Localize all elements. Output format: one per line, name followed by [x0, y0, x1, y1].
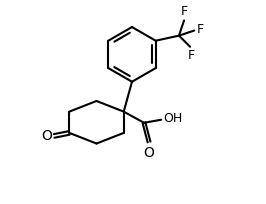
Text: F: F [180, 5, 188, 18]
Text: OH: OH [163, 112, 182, 125]
Text: O: O [41, 129, 52, 143]
Text: O: O [144, 146, 155, 160]
Text: F: F [188, 49, 195, 62]
Text: F: F [197, 23, 204, 36]
